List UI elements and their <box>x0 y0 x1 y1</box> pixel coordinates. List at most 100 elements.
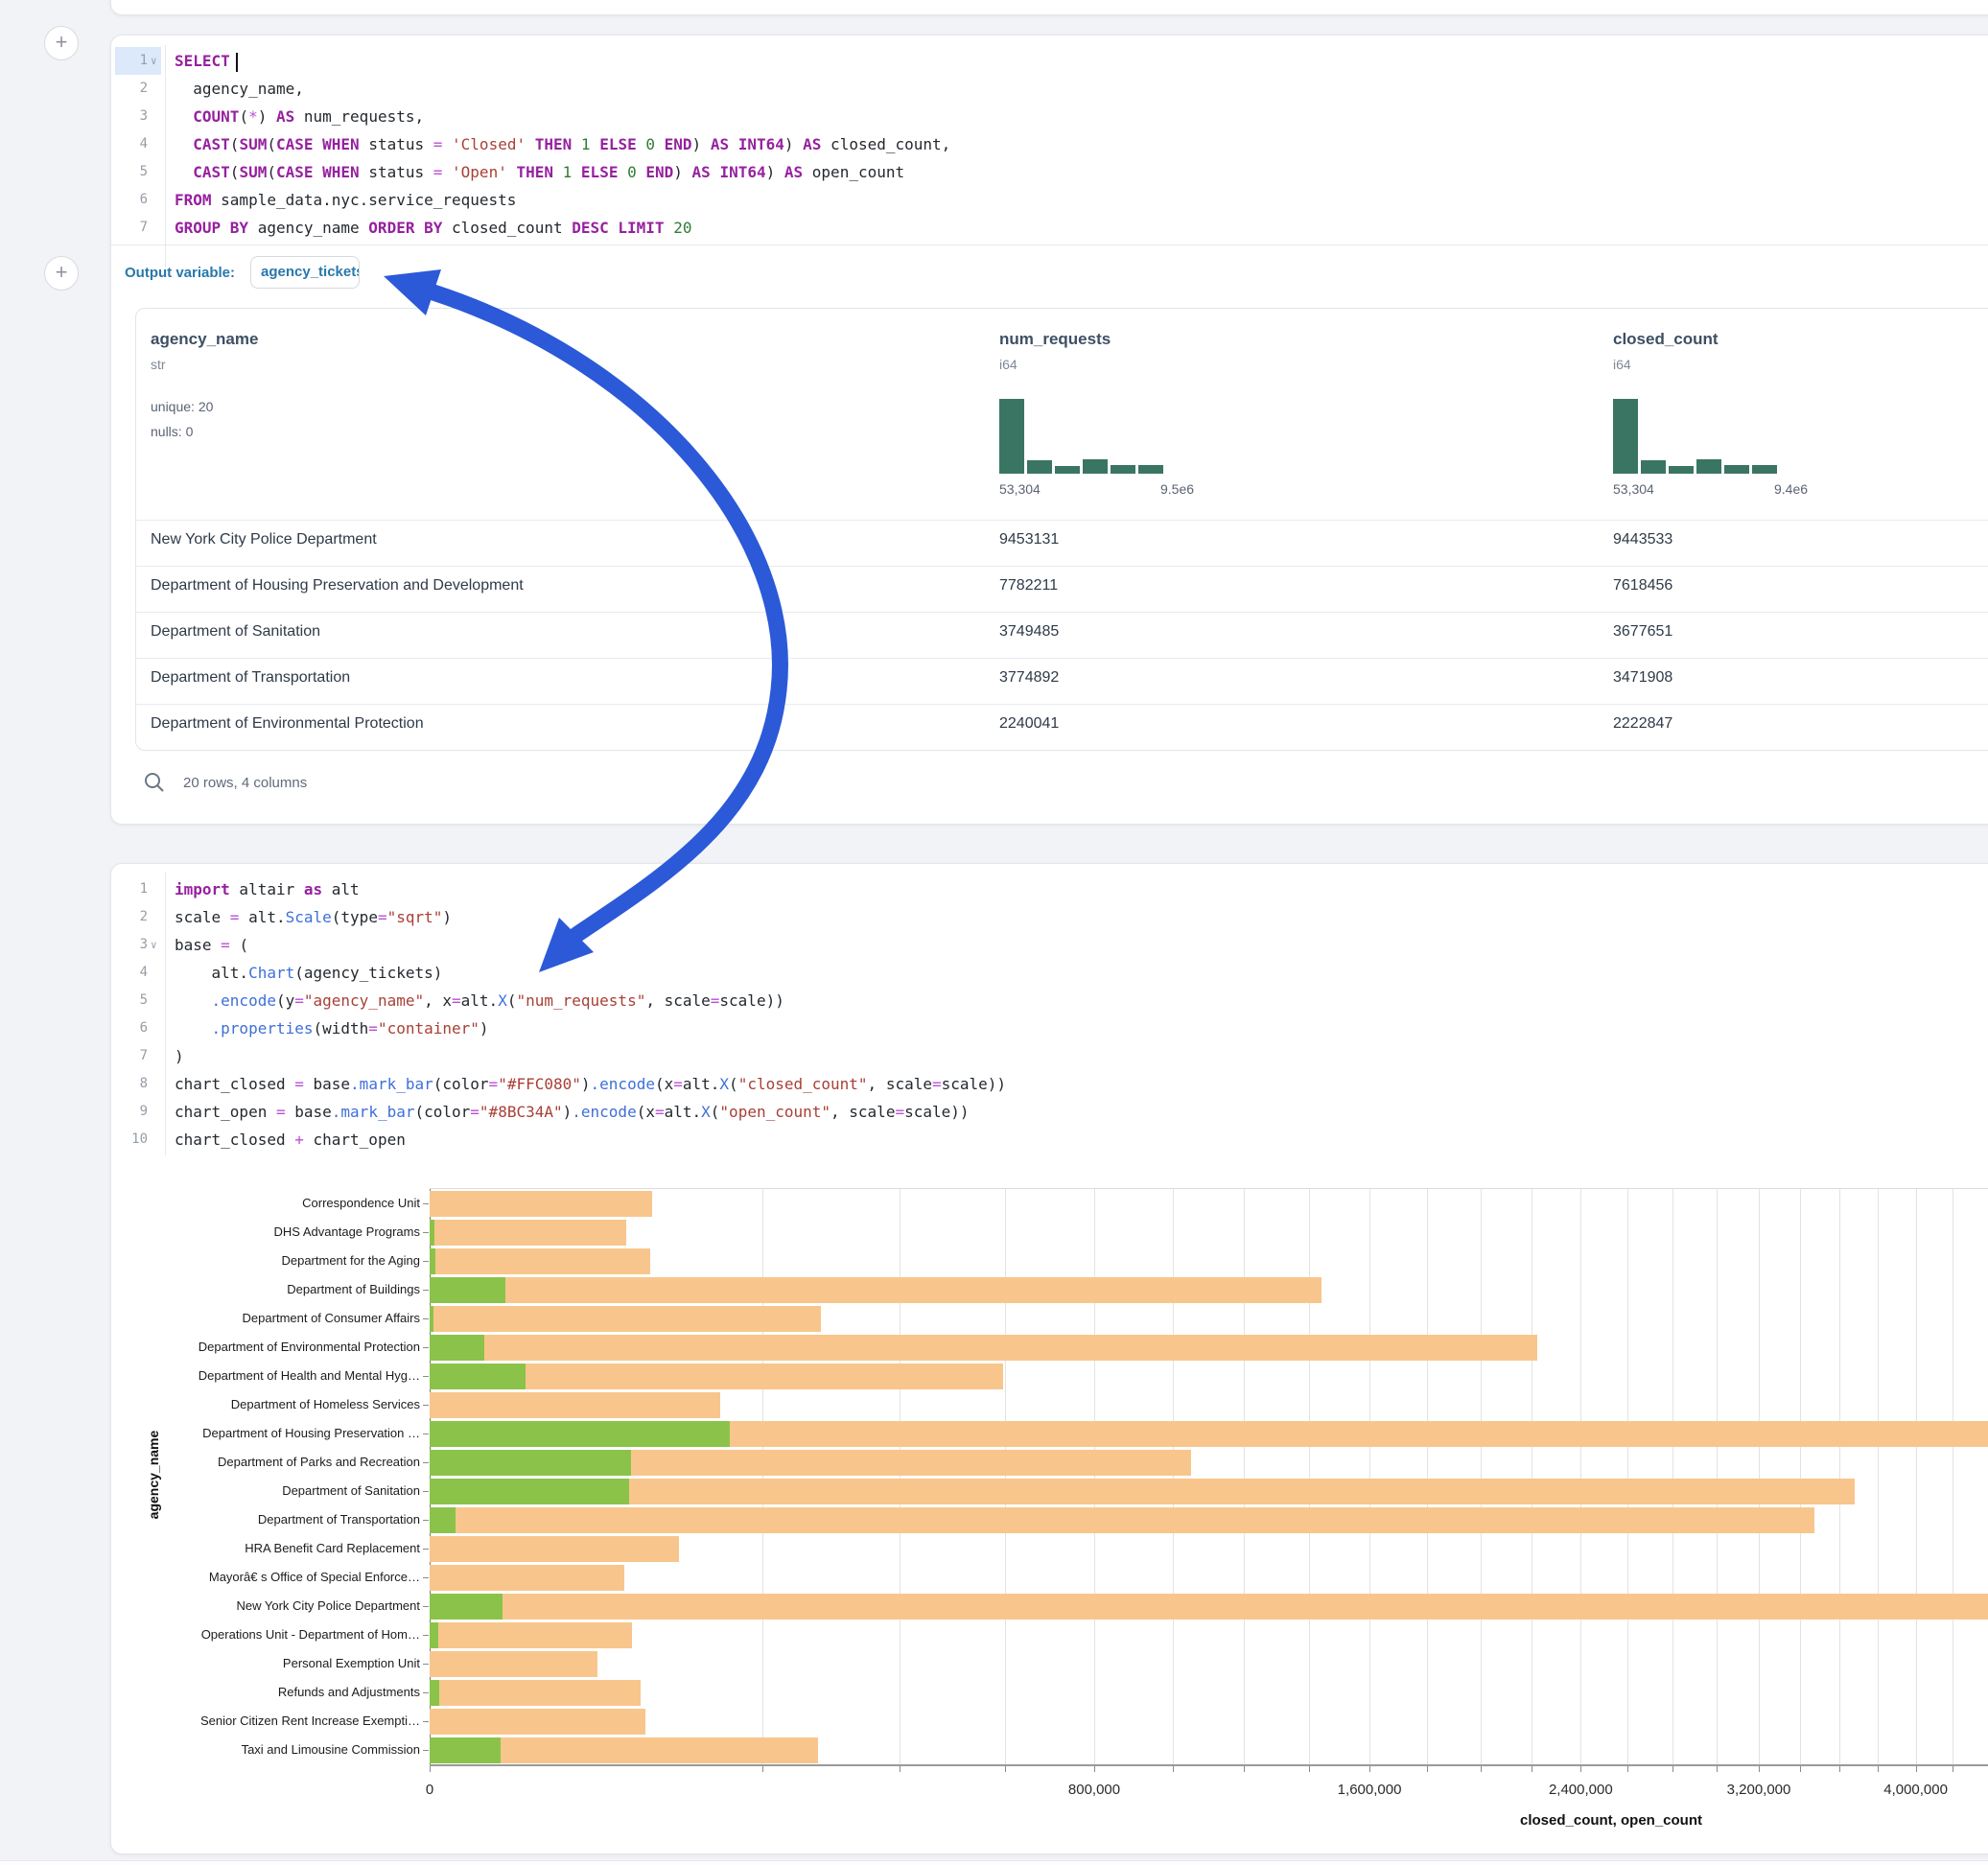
line-number: 7 <box>111 1042 148 1070</box>
code-line[interactable]: 6 FROM sample_data.nyc.service_requests <box>111 186 1988 214</box>
code-line[interactable]: 3∨ base = ( <box>111 931 1988 959</box>
add-cell-button[interactable]: + <box>44 26 79 60</box>
python-cell-card: 1 import altair as alt2scale = alt.Scale(… <box>110 863 1988 1854</box>
table-cell: 2222847 <box>1613 715 1672 733</box>
code-text: import altair as alt <box>175 875 360 903</box>
code-line[interactable]: 10 chart_closed + chart_open <box>111 1126 1988 1154</box>
line-number: 1 <box>111 875 148 903</box>
code-line[interactable]: 8chart_closed = base.mark_bar(color="#FF… <box>111 1070 1988 1098</box>
code-text: chart_closed + chart_open <box>175 1126 406 1154</box>
column-header: closed_count <box>1613 330 1719 349</box>
histogram-max-label: 9.4e6 <box>1774 481 1808 497</box>
code-line[interactable]: 4 alt.Chart(agency_tickets) <box>111 959 1988 987</box>
column-stat: nulls: 0 <box>151 424 193 439</box>
table-cell: 7782211 <box>999 577 1058 594</box>
line-number: 4 <box>111 130 148 158</box>
histogram-bar <box>999 399 1024 474</box>
line-number: 7 <box>111 214 148 242</box>
table-cell: 3471908 <box>1613 669 1672 687</box>
table-cell: New York City Police Department <box>151 531 377 548</box>
table-cell: 3774892 <box>999 669 1059 687</box>
histogram-bar <box>1138 465 1163 474</box>
code-line[interactable]: 2scale = alt.Scale(type="sqrt") <box>111 903 1988 931</box>
code-line[interactable]: 4 CAST(SUM(CASE WHEN status = 'Closed' T… <box>111 130 1988 158</box>
line-number: 5 <box>111 158 148 186</box>
code-text: agency_name, <box>175 75 304 103</box>
code-line[interactable]: 9chart_open = base.mark_bar(color="#8BC3… <box>111 1098 1988 1126</box>
histogram-bar <box>1696 459 1721 474</box>
row-separator <box>136 612 1988 613</box>
histogram-max-label: 9.5e6 <box>1160 481 1194 497</box>
sql-code-editor[interactable]: 1∨SELECT2 agency_name,3 COUNT(*) AS num_… <box>111 47 1988 242</box>
histogram-bar <box>1724 465 1749 474</box>
output-variable-pill[interactable]: agency_tickets <box>250 256 360 289</box>
line-number: 4 <box>111 959 148 987</box>
line-number: 3 <box>111 931 148 959</box>
code-text: chart_open = base.mark_bar(color="#8BC34… <box>175 1098 970 1126</box>
next-cell-card <box>0 1860 1988 1865</box>
histogram-min-label: 53,304 <box>999 481 1041 497</box>
code-line[interactable]: 2 agency_name, <box>111 75 1988 103</box>
row-separator <box>136 658 1988 659</box>
code-text: GROUP BY agency_name ORDER BY closed_cou… <box>175 214 691 242</box>
line-number: 6 <box>111 186 148 214</box>
search-icon[interactable] <box>143 771 166 794</box>
code-text: base = ( <box>175 931 248 959</box>
code-text: ) <box>175 1042 184 1070</box>
table-row-count: 20 rows, 4 columns <box>183 775 307 791</box>
column-header: agency_name <box>151 330 258 349</box>
code-text: SELECT <box>175 47 238 75</box>
row-separator <box>136 566 1988 567</box>
code-line[interactable]: 3 COUNT(*) AS num_requests, <box>111 103 1988 130</box>
histogram-bar <box>1083 459 1108 474</box>
table-cell: Department of Housing Preservation and D… <box>151 577 524 594</box>
column-type: str <box>151 357 166 372</box>
histogram-bar <box>1641 460 1666 474</box>
code-line[interactable]: 6 .properties(width="container") <box>111 1014 1988 1042</box>
sql-cell-card: 1∨SELECT2 agency_name,3 COUNT(*) AS num_… <box>110 35 1988 825</box>
code-text: chart_closed = base.mark_bar(color="#FFC… <box>175 1070 1006 1098</box>
code-text: CAST(SUM(CASE WHEN status = 'Open' THEN … <box>175 158 904 186</box>
histogram-min-label: 53,304 <box>1613 481 1654 497</box>
table-cell: Department of Sanitation <box>151 623 320 641</box>
column-header: num_requests <box>999 330 1111 349</box>
code-line[interactable]: 5 CAST(SUM(CASE WHEN status = 'Open' THE… <box>111 158 1988 186</box>
table-cell: 2240041 <box>999 715 1059 733</box>
code-text: COUNT(*) AS num_requests, <box>175 103 424 130</box>
table-cell: Department of Transportation <box>151 669 350 687</box>
line-number: 10 <box>111 1126 148 1154</box>
line-number: 2 <box>111 903 148 931</box>
output-variable-value: agency_tickets <box>251 257 359 288</box>
collapse-chevron-icon[interactable]: ∨ <box>151 47 157 75</box>
histogram-bar <box>1027 460 1052 474</box>
code-line[interactable]: 1 import altair as alt <box>111 875 1988 903</box>
line-number: 6 <box>111 1014 148 1042</box>
table-cell: 9443533 <box>1613 531 1672 548</box>
add-cell-button[interactable]: + <box>44 256 79 291</box>
table-cell: 3677651 <box>1613 623 1672 641</box>
line-number: 5 <box>111 987 148 1014</box>
line-number: 3 <box>111 103 148 130</box>
line-number: 2 <box>111 75 148 103</box>
code-line[interactable]: 7 GROUP BY agency_name ORDER BY closed_co… <box>111 214 1988 242</box>
code-line[interactable]: 7) <box>111 1042 1988 1070</box>
histogram-bar <box>1669 466 1694 474</box>
code-text: FROM sample_data.nyc.service_requests <box>175 186 516 214</box>
previous-cell-card <box>110 0 1988 15</box>
line-number: 1 <box>111 47 148 75</box>
code-text: .encode(y="agency_name", x=alt.X("num_re… <box>175 987 784 1014</box>
histogram-bar <box>1752 465 1777 474</box>
column-stat: unique: 20 <box>151 399 213 414</box>
histogram-bar <box>1111 465 1135 474</box>
table-cell: Department of Environmental Protection <box>151 715 424 733</box>
column-type: i64 <box>999 357 1017 372</box>
histogram-bar <box>1055 466 1080 474</box>
code-text: alt.Chart(agency_tickets) <box>175 959 442 987</box>
results-table: agency_namestr unique: 20 nulls: 0 num_requ… <box>135 308 1988 751</box>
code-text: CAST(SUM(CASE WHEN status = 'Closed' THE… <box>175 130 950 158</box>
python-code-editor[interactable]: 1 import altair as alt2scale = alt.Scale(… <box>111 875 1988 1154</box>
collapse-chevron-icon[interactable]: ∨ <box>151 931 157 959</box>
output-variable-label: Output variable: <box>125 265 235 281</box>
code-line[interactable]: 5 .encode(y="agency_name", x=alt.X("num_… <box>111 987 1988 1014</box>
code-line[interactable]: 1∨ SELECT <box>111 47 1988 75</box>
